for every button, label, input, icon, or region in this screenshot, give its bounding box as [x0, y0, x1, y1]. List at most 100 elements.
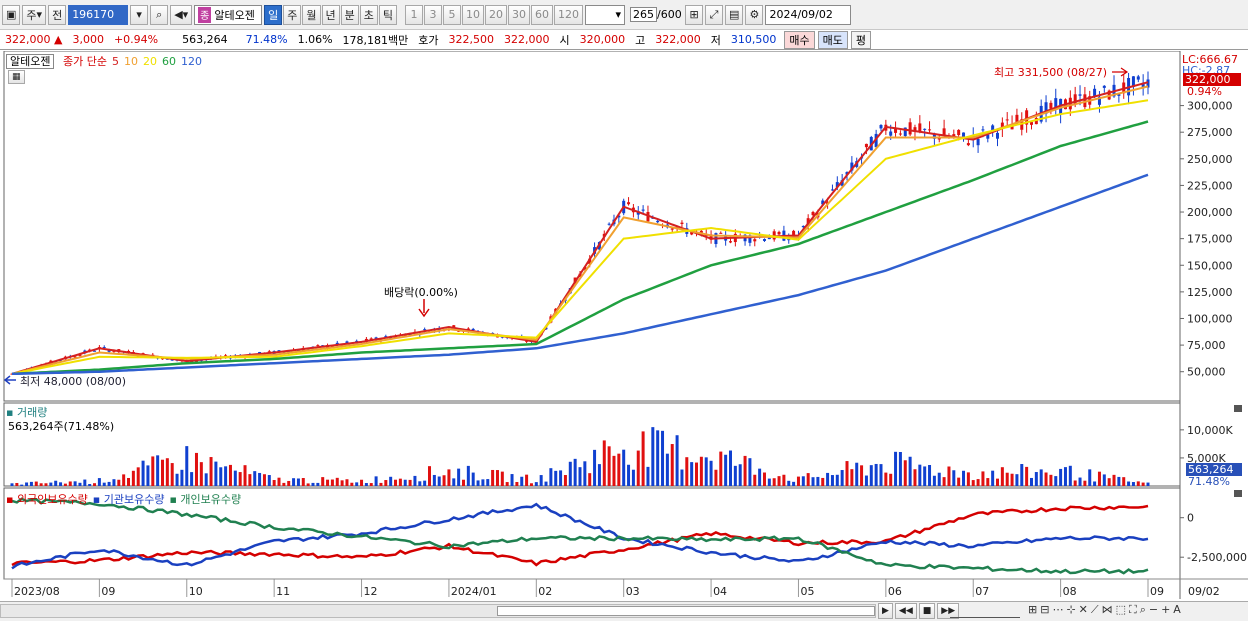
volume-bar-85 — [423, 480, 427, 486]
fullscreen-icon[interactable]: ⛶ — [1128, 603, 1137, 616]
code-dropdown-icon[interactable]: ▾ — [130, 4, 149, 25]
chart-area[interactable]: 2023/08 09 10 11 12 2024/01 02 03 04 05 06 07 08 09 09… — [0, 50, 1248, 601]
volume-bar-34 — [175, 473, 179, 486]
interval-tab-20[interactable]: 20 — [485, 4, 508, 25]
volume-bar-220 — [1078, 477, 1082, 486]
candle-body-215 — [1054, 98, 1058, 109]
candle-body-144 — [709, 234, 713, 240]
interval-tab-120[interactable]: 120 — [554, 4, 584, 25]
volume-bar-193 — [947, 466, 951, 486]
grid-icon[interactable]: ⊞ — [1028, 603, 1038, 616]
sell-button[interactable]: 매도 — [817, 30, 848, 49]
volume-bar-225 — [1102, 474, 1106, 486]
fib-icon[interactable]: ⋈ — [1101, 603, 1113, 616]
font-size-icon[interactable]: A — [1173, 603, 1181, 616]
measure-icon[interactable]: ⊹ — [1066, 603, 1076, 616]
draw-tool-icon[interactable]: ⤢ — [705, 4, 724, 25]
interval-tab-1[interactable]: 1 — [405, 4, 424, 25]
period-tab-1[interactable]: 주 — [283, 4, 302, 25]
volume-bar-56 — [282, 482, 286, 486]
volume-bar-174 — [855, 462, 859, 486]
volume-bar-131 — [646, 466, 650, 486]
volume-bar-130 — [641, 431, 645, 486]
buy-button[interactable]: 매수 — [784, 30, 815, 49]
volume-bar-110 — [544, 481, 548, 486]
gear-icon[interactable]: ⚙ — [745, 4, 764, 25]
period-tab-6[interactable]: 틱 — [378, 4, 398, 25]
average-button[interactable]: 평 — [850, 30, 872, 49]
stock-tab[interactable]: 알테오젠 — [6, 54, 55, 69]
cross-icon[interactable]: ✕ — [1078, 603, 1088, 616]
period-tab-5[interactable]: 초 — [359, 4, 378, 25]
volume-bar-31 — [160, 459, 164, 486]
search-icon[interactable]: ⌕ — [150, 4, 169, 25]
date-input[interactable]: 2024/09/02 — [765, 4, 852, 25]
volume-bar-179 — [879, 464, 883, 486]
interval-tab-60[interactable]: 60 — [531, 4, 554, 25]
volume-bar-148 — [728, 450, 732, 486]
candle-body-203 — [996, 132, 1000, 139]
volume-bar-232 — [1136, 481, 1140, 486]
chart-settings-icon[interactable]: ⊞ — [685, 4, 704, 25]
scroll-right-icon[interactable]: ▶ — [878, 603, 893, 619]
interval-input[interactable]: ▾ — [585, 4, 626, 25]
period-tab-4[interactable]: 분 — [340, 4, 359, 25]
layout-icon[interactable]: ⊟ — [1040, 603, 1050, 616]
volume-bar-155 — [762, 472, 766, 486]
interval-tab-5[interactable]: 5 — [443, 4, 462, 25]
dots-icon[interactable]: ⋯ — [1052, 603, 1064, 616]
candle-body-225 — [1102, 85, 1106, 88]
type-select[interactable]: 주 ▾ — [22, 4, 47, 25]
volume-bar-204 — [1000, 467, 1004, 486]
volume-bar-59 — [296, 478, 300, 486]
interval-tab-30[interactable]: 30 — [508, 4, 531, 25]
interval-tab-3[interactable]: 3 — [424, 4, 443, 25]
price-ylabel-9: 75,000 — [1187, 339, 1226, 352]
calculator-icon[interactable]: ▦ — [8, 70, 25, 84]
period-tab-0[interactable]: 일 — [264, 4, 283, 25]
volume-bar-202 — [991, 470, 995, 486]
prev-button[interactable]: 전 — [48, 4, 67, 25]
stop-icon[interactable]: ■ — [918, 603, 936, 619]
stock-name-field[interactable]: 종 알테오젠 — [194, 4, 263, 25]
volume-bar-3 — [25, 482, 29, 486]
period-tab-2[interactable]: 월 — [302, 4, 321, 25]
window-menu-icon[interactable]: ▣ — [2, 4, 21, 25]
horizontal-scrollbar[interactable] — [0, 604, 876, 618]
candle-body-194 — [952, 134, 956, 138]
save-icon[interactable]: ▤ — [725, 4, 744, 25]
volume-bar-183 — [898, 452, 902, 486]
dividend-annotation: 배당락(0.00%) — [384, 286, 458, 299]
volume-bar-147 — [724, 454, 728, 486]
volume-bar-194 — [952, 470, 956, 486]
volume-bar-19 — [102, 482, 106, 486]
candle-body-138 — [680, 222, 684, 224]
count-field[interactable]: 265 /600 — [627, 5, 683, 25]
volume-bar-157 — [772, 478, 776, 486]
zoom-slider[interactable] — [950, 604, 1020, 618]
chart-canvas[interactable]: 2023/08 09 10 11 12 2024/01 02 03 04 05 06 07 08 09 09… — [0, 50, 1248, 601]
candle-body-136 — [670, 228, 674, 230]
stock-code-value: 196170 — [72, 8, 115, 21]
date-value: 2024/09/02 — [769, 8, 833, 21]
zoom-in-icon[interactable]: + — [1161, 603, 1171, 616]
rewind-icon[interactable]: ◀◀ — [894, 603, 917, 619]
volume-bar-222 — [1088, 469, 1092, 486]
ma-period-5: 5 — [111, 55, 119, 68]
period-tab-3[interactable]: 년 — [321, 4, 340, 25]
interval-tab-10[interactable]: 10 — [462, 4, 485, 25]
zoom-out-icon[interactable]: − — [1148, 603, 1159, 616]
speaker-icon[interactable]: ◀▾ — [170, 4, 193, 25]
scroll-thumb[interactable] — [497, 606, 875, 616]
candle-body-127 — [627, 202, 631, 205]
forward-icon[interactable]: ▶▶ — [937, 603, 960, 619]
zoom-icon[interactable]: ⌕ — [1139, 603, 1146, 616]
stock-code-input[interactable]: 196170 — [68, 4, 129, 25]
line-tool-icon[interactable]: ⟋ — [1090, 603, 1099, 616]
volume-bar-187 — [918, 464, 922, 486]
candle-body-31 — [160, 358, 164, 360]
candle-body-17 — [93, 350, 97, 352]
candle-body-201 — [986, 134, 990, 139]
select-icon[interactable]: ⬚ — [1115, 603, 1126, 616]
